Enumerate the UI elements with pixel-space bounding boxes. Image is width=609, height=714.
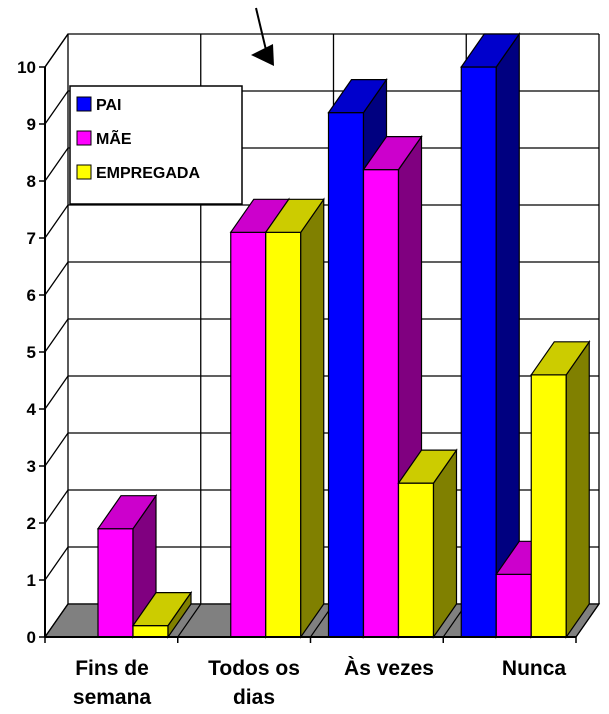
legend-label-empregada: EMPREGADA	[96, 165, 200, 182]
side-wall-top	[44, 33, 69, 68]
legend-label-mãe: MÃE	[96, 128, 132, 148]
legend-swatch-mãe	[76, 130, 92, 146]
bar-top	[460, 33, 521, 68]
x-category-label-0: Fins de	[75, 657, 149, 680]
bar-front	[97, 528, 134, 638]
bar-front	[265, 231, 302, 638]
x-category-label-0: semana	[73, 686, 152, 709]
y-tick-label-0: 0	[27, 628, 36, 647]
floor-divider-1	[177, 603, 202, 638]
bar-side	[565, 339, 590, 639]
floor-divider-4	[575, 603, 600, 638]
bar-front	[362, 169, 400, 638]
legend-label-pai: PAI	[96, 97, 121, 114]
bar-front	[327, 111, 365, 638]
x-category-label-1: Todos os	[208, 657, 300, 680]
bar-pai-3	[460, 32, 521, 639]
bar-top	[362, 136, 423, 171]
bar-top	[96, 495, 158, 530]
bar-front	[397, 482, 435, 638]
y-tick-label-3: 3	[27, 457, 36, 476]
legend-swatch-empregada	[76, 164, 92, 180]
y-tick-label-10: 10	[17, 58, 36, 77]
arrow-annotation	[255, 7, 267, 51]
legend: PAI MÃE EMPREGADA	[69, 85, 243, 205]
y-tick-label-2: 2	[27, 514, 36, 533]
bar-empregada-1	[264, 197, 325, 639]
y-tick-label-1: 1	[27, 571, 36, 590]
bar-side	[300, 197, 325, 639]
bar-top	[131, 591, 193, 627]
legend-swatch-pai	[76, 96, 92, 112]
bar-top	[397, 449, 458, 484]
x-category-label-1: dias	[233, 686, 275, 709]
y-tick-label-4: 4	[27, 400, 37, 419]
bar-front	[132, 624, 169, 638]
y-tick-label-5: 5	[27, 343, 36, 362]
y-tick-label-7: 7	[27, 229, 36, 248]
y-tick-label-9: 9	[27, 115, 36, 134]
bar-empregada-2	[397, 448, 458, 639]
axes-layer: 0 1 2 3 4 5 6 7 8 9 10 Fins de semana Todos os dias Às …	[17, 58, 577, 709]
bar-front	[530, 374, 567, 638]
bar-top	[327, 78, 388, 114]
x-category-label-3: Nunca	[502, 657, 567, 680]
x-category-label-2: Às vezes	[344, 657, 434, 680]
bars-layer	[96, 32, 591, 639]
y-tick-label-6: 6	[27, 286, 36, 305]
bar-mãe-0	[96, 493, 158, 639]
bar-front	[495, 573, 532, 638]
y-tick-label-8: 8	[27, 172, 36, 191]
bar-empregada-3	[530, 339, 591, 639]
bar-empregada-0	[131, 590, 193, 639]
bar-front	[460, 66, 497, 638]
legend-box	[69, 85, 243, 205]
bar-front	[230, 231, 267, 638]
floor-divider-0	[44, 603, 69, 638]
bar-top	[264, 198, 325, 233]
arrow-head	[251, 44, 274, 66]
bar-top	[530, 341, 591, 376]
